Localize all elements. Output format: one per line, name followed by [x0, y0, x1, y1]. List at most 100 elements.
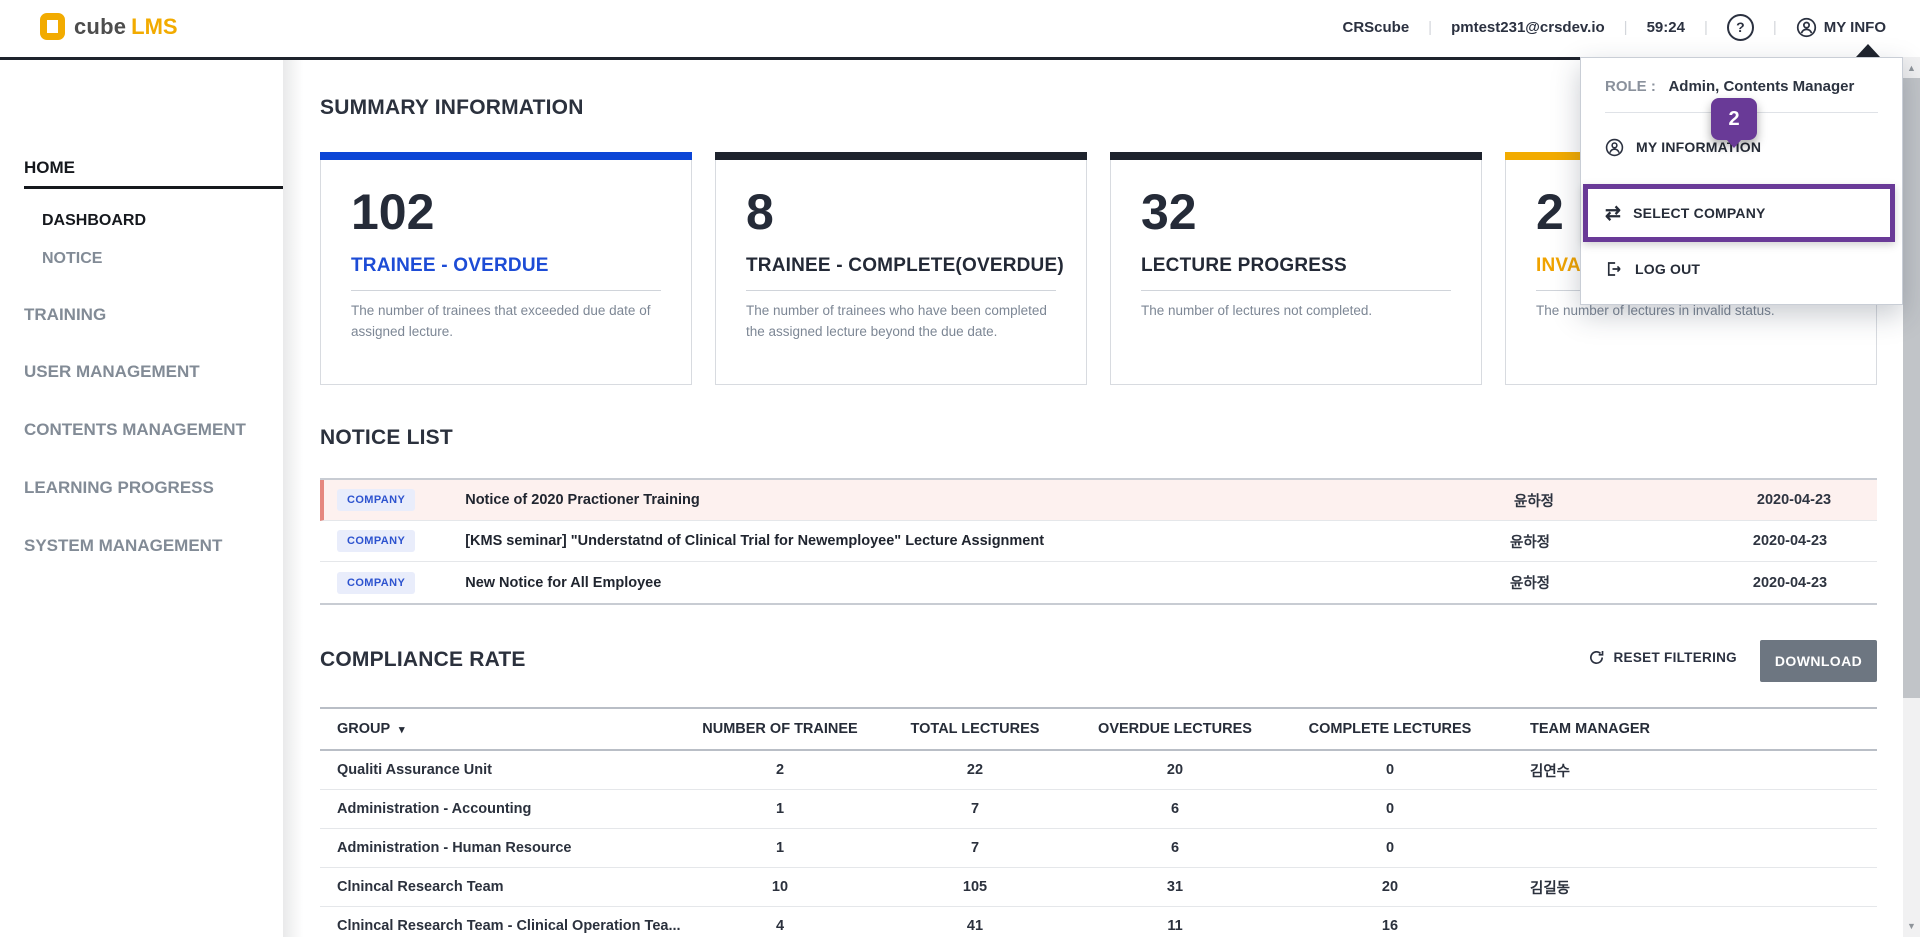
cell-overdue: 11 [1167, 918, 1183, 934]
summary-card-trainee-complete-overdue[interactable]: 8 TRAINEE - COMPLETE(OVERDUE) The number… [715, 152, 1087, 385]
company-name: CRScube [1342, 18, 1410, 36]
sidebar-item-user-management[interactable]: USER MANAGEMENT [24, 362, 200, 381]
card-description: The number of trainees that exceeded due… [351, 303, 651, 339]
column-header-team-manager: TEAM MANAGER [1530, 721, 1651, 737]
user-email: pmtest231@crsdev.io [1451, 18, 1605, 36]
my-info-dropdown: ROLE : Admin, Contents Manager MY INFORM… [1580, 57, 1903, 305]
cell-manager: 김연수 [1530, 763, 1571, 780]
sidebar-item-dashboard[interactable]: DASHBOARD [42, 212, 146, 229]
sidebar-item-notice[interactable]: NOTICE [42, 250, 103, 267]
scrollbar-down-arrow[interactable]: ▼ [1907, 921, 1916, 931]
cell-complete: 0 [1385, 762, 1395, 778]
sidebar-item-home[interactable]: HOME [24, 158, 75, 177]
table-row[interactable]: Administration - Human Resource 1 7 6 0 [320, 829, 1877, 868]
sidebar-shadow [283, 60, 303, 937]
download-button[interactable]: DOWNLOAD [1760, 640, 1877, 682]
cell-manager: 김길동 [1530, 880, 1571, 897]
cell-total: 105 [962, 879, 988, 895]
refresh-icon [1590, 650, 1604, 664]
notice-title: Notice of 2020 Practioner Training [465, 492, 700, 508]
column-header-group-label: GROUP [337, 721, 390, 737]
cell-overdue: 31 [1166, 879, 1184, 895]
header-separator: | [1703, 18, 1708, 36]
help-icon[interactable]: ? [1726, 13, 1754, 41]
card-value: 32 [1141, 184, 1197, 240]
role-label: ROLE : [1605, 78, 1656, 95]
table-row[interactable]: Clnincal Research Team - Clinical Operat… [320, 907, 1877, 937]
cell-total: 7 [970, 840, 980, 856]
header-right-cluster: CRScube | pmtest231@crsdev.io | 59:24 | … [1342, 0, 1886, 54]
card-accent-bar [715, 152, 1087, 160]
app-logo[interactable]: cube LMS [40, 13, 178, 40]
sidebar-item-training[interactable]: TRAINING [24, 305, 107, 324]
notice-author: 윤하정 [1509, 576, 1551, 592]
cell-complete: 20 [1381, 879, 1399, 895]
swap-icon: ⇄ [1605, 202, 1622, 224]
header-separator: | [1772, 18, 1777, 36]
card-description: The number of trainees who have been com… [746, 303, 1047, 339]
cell-overdue: 6 [1170, 801, 1180, 817]
role-value: Admin, Contents Manager [1668, 78, 1855, 95]
cell-overdue: 20 [1166, 762, 1184, 778]
logo-text-lms: LMS [131, 13, 178, 39]
role-row: ROLE : Admin, Contents Manager [1581, 58, 1902, 95]
cell-total: 41 [966, 918, 984, 934]
card-value: 8 [746, 184, 774, 240]
summary-card-lecture-progress[interactable]: 32 LECTURE PROGRESS The number of lectur… [1110, 152, 1482, 385]
session-timer: 59:24 [1646, 18, 1685, 36]
notice-row[interactable]: COMPANY New Notice for All Employee 윤하정 … [320, 562, 1877, 603]
cell-trainees: 1 [775, 801, 785, 817]
column-header-group[interactable]: GROUP ▾ [320, 721, 690, 737]
page-scrollbar[interactable]: ▲ ▼ [1903, 57, 1920, 937]
table-row[interactable]: Clnincal Research Team 10 105 31 20 김길동 [320, 868, 1877, 907]
user-icon [1796, 17, 1816, 37]
notice-table: COMPANY Notice of 2020 Practioner Traini… [320, 478, 1877, 605]
cell-group: Administration - Human Resource [337, 840, 572, 856]
scrollbar-up-arrow[interactable]: ▲ [1907, 63, 1916, 73]
card-divider [1141, 290, 1451, 291]
menu-item-select-company[interactable]: ⇄ SELECT COMPANY [1581, 190, 1902, 236]
my-info-button[interactable]: MY INFO [1796, 17, 1886, 38]
sidebar-item-system-management[interactable]: SYSTEM MANAGEMENT [24, 536, 223, 555]
column-header-overdue-lectures: OVERDUE LECTURES [1098, 721, 1252, 737]
cell-group: Administration - Accounting [337, 801, 532, 817]
top-header: cube LMS CRScube | pmtest231@crsdev.io |… [0, 0, 1920, 60]
notice-date: 2020-04-23 [1756, 492, 1832, 508]
notice-author: 윤하정 [1509, 534, 1551, 551]
header-separator: | [1428, 18, 1433, 36]
table-row[interactable]: Administration - Accounting 1 7 6 0 [320, 790, 1877, 829]
menu-item-label: LOG OUT [1635, 261, 1701, 277]
cell-group: Clnincal Research Team - Clinical Operat… [337, 918, 681, 934]
card-divider [746, 290, 1056, 291]
cell-trainees: 1 [775, 840, 785, 856]
user-icon [1605, 138, 1624, 156]
summary-card-trainee-overdue[interactable]: 102 TRAINEE - OVERDUE The number of trai… [320, 152, 692, 385]
card-label: LECTURE PROGRESS [1141, 255, 1347, 276]
reset-filtering-button[interactable]: RESET FILTERING [1588, 649, 1737, 666]
dropdown-caret-icon [1856, 44, 1880, 57]
notice-section-title: NOTICE LIST [320, 426, 453, 449]
logo-text-cube: cube [74, 13, 127, 39]
cell-trainees: 10 [771, 879, 789, 895]
notice-badge: COMPANY [337, 489, 416, 511]
compliance-controls: RESET FILTERING DOWNLOAD [320, 640, 1877, 682]
sidebar-item-learning-progress[interactable]: LEARNING PROGRESS [24, 478, 214, 497]
notice-date: 2020-04-23 [1752, 533, 1828, 549]
column-header-total-lectures: TOTAL LECTURES [910, 721, 1040, 737]
scrollbar-thumb[interactable] [1903, 78, 1920, 698]
compliance-table-header: GROUP ▾ NUMBER OF TRAINEE TOTAL LECTURES… [320, 707, 1877, 751]
sidebar-item-contents-management[interactable]: CONTENTS MANAGEMENT [24, 420, 246, 439]
header-separator: | [1623, 18, 1628, 36]
logo-icon [40, 13, 65, 40]
column-header-number-of-trainee: NUMBER OF TRAINEE [702, 721, 858, 737]
notice-author: 윤하정 [1513, 493, 1555, 510]
card-accent-bar [320, 152, 692, 160]
sidebar-active-underline [24, 186, 283, 189]
notice-row[interactable]: COMPANY Notice of 2020 Practioner Traini… [320, 480, 1877, 521]
notice-row[interactable]: COMPANY [KMS seminar] "Understatnd of Cl… [320, 521, 1877, 562]
my-info-label: MY INFO [1823, 18, 1886, 36]
summary-section-title: SUMMARY INFORMATION [320, 96, 584, 119]
menu-item-log-out[interactable]: LOG OUT [1581, 246, 1902, 292]
cell-group: Qualiti Assurance Unit [337, 762, 492, 778]
table-row[interactable]: Qualiti Assurance Unit 2 22 20 0 김연수 [320, 751, 1877, 790]
